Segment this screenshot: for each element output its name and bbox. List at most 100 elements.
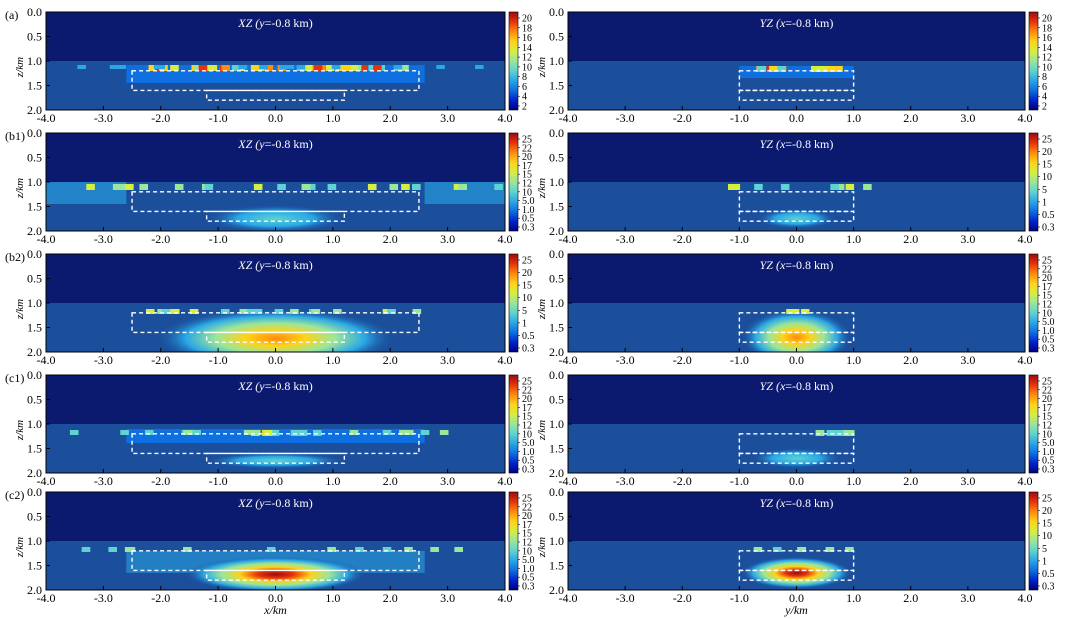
- plot-area: [568, 12, 1025, 110]
- colorbar-label: 5.0: [522, 438, 535, 449]
- panel-2: YZ (x=-0.8 km) 0.0 0.5 1.0 1.5 2.0 z/km -4.0 -3.…: [536, 5, 1052, 125]
- colorbar-label: 15: [522, 281, 532, 292]
- anomaly-blob: [205, 452, 346, 469]
- target-outline: [205, 331, 346, 343]
- anomaly-cell: [826, 430, 836, 436]
- anomaly-cell: [474, 65, 484, 69]
- z-axis-label: z/km: [14, 537, 26, 558]
- colorbar-label: 20: [1042, 14, 1052, 25]
- anomaly-blob: [185, 556, 366, 590]
- x-tick-label: -4.0: [559, 591, 578, 605]
- x-tick-label: -3.0: [616, 232, 635, 246]
- x-tick-label: 2.0: [383, 353, 398, 367]
- x-tick-label: -1.0: [730, 111, 749, 125]
- x-tick-label: -1.0: [209, 232, 228, 246]
- anomaly-cell: [327, 184, 337, 190]
- x-tick-label: 0.0: [789, 353, 804, 367]
- colorbar-label: 10: [522, 546, 532, 557]
- z-tick-label: 2.0: [549, 103, 564, 117]
- colorbar-label: 12: [522, 179, 532, 190]
- colorbar-label: 15: [522, 529, 532, 540]
- anomaly-cell: [292, 430, 302, 435]
- x-axis-label: x/km: [263, 603, 287, 617]
- x-tick-label: -2.0: [151, 474, 170, 488]
- colorbar-label: 1: [1042, 197, 1047, 208]
- x-tick-label: 4.0: [1018, 591, 1033, 605]
- plot-area: [46, 133, 505, 231]
- panel-title: YZ (x=-0.8 km): [760, 379, 834, 393]
- anomaly-cell: [769, 66, 778, 72]
- anomaly-cell: [77, 65, 86, 69]
- colorbar-label: 0.5: [1042, 456, 1055, 467]
- panel-title: XZ (y=-0.8 km): [237, 258, 312, 272]
- x-tick-label: 2.0: [383, 591, 398, 605]
- anomaly-cell: [208, 65, 218, 71]
- colorbar-label: 5.0: [1042, 438, 1055, 449]
- colorbar-label: 2: [522, 102, 527, 113]
- anomaly-cell: [845, 184, 855, 190]
- anomaly-blob: [756, 208, 837, 229]
- target-outline: [738, 452, 855, 464]
- z-tick-label: 0.0: [549, 247, 564, 261]
- colorbar-label: 25: [1042, 256, 1052, 267]
- y-axis-label: y/km: [784, 603, 808, 617]
- x-tick-label: -4.0: [37, 111, 56, 125]
- anomaly-cell: [349, 65, 358, 71]
- anomaly-cell: [827, 66, 837, 72]
- x-tick-label: -2.0: [151, 111, 170, 125]
- anomaly-cell: [333, 309, 342, 314]
- anomaly-cell: [830, 184, 839, 190]
- anomaly-cell: [453, 184, 463, 190]
- anomaly-cell: [250, 65, 260, 71]
- anomaly-cell: [797, 547, 806, 552]
- anomaly-cell: [311, 309, 321, 314]
- anomaly-cell: [349, 430, 359, 435]
- x-tick-label: -4.0: [37, 591, 56, 605]
- target-outline: [131, 191, 420, 213]
- colorbar: [1028, 11, 1039, 111]
- colorbar-label: 10: [1042, 531, 1052, 542]
- colorbar-label: 10: [522, 62, 532, 73]
- x-tick-label: 2.0: [903, 591, 918, 605]
- colorbar-label: 14: [1042, 43, 1052, 54]
- colorbar-label: 0.3: [522, 582, 535, 593]
- anomaly-cell: [192, 430, 202, 435]
- anomaly-cell: [296, 65, 306, 69]
- panel-label: (b1): [5, 129, 25, 143]
- air-layer: [568, 375, 1025, 424]
- anomaly-cell: [811, 66, 820, 72]
- x-tick-label: 2.0: [903, 232, 918, 246]
- target-outline: [131, 433, 420, 455]
- z-tick-label: 1.5: [27, 321, 42, 335]
- colorbar-label: 20: [1042, 394, 1052, 405]
- anomaly-cell: [183, 547, 192, 552]
- target-outline: [738, 569, 855, 581]
- colorbar-label: 10: [522, 429, 532, 440]
- x-tick-label: -1.0: [209, 474, 228, 488]
- anomaly-cell: [786, 309, 795, 314]
- colorbar-label: 10: [1042, 62, 1052, 73]
- panel-9: XZ (y=-0.8 km)(c2) 0.00.51.01.52.0z/km-4.…: [5, 485, 535, 605]
- x-tick-label: -1.0: [209, 591, 228, 605]
- x-tick-label: 3.0: [960, 353, 975, 367]
- x-tick-label: -1.0: [730, 474, 749, 488]
- z-tick-label: 1.0: [27, 175, 42, 189]
- z-tick-label: 1.5: [549, 442, 564, 456]
- anomaly-cell: [301, 184, 311, 190]
- anomaly-cell: [266, 547, 276, 552]
- anomaly-cell: [270, 430, 280, 436]
- target-outline: [131, 70, 420, 92]
- anomaly-cell: [834, 66, 843, 72]
- panel-label: (c1): [5, 371, 24, 385]
- air-layer: [568, 254, 1025, 303]
- x-tick-label: -1.0: [730, 353, 749, 367]
- anomaly-cell: [290, 309, 299, 314]
- colorbar-label: 5.0: [522, 196, 535, 207]
- z-tick-label: 1.0: [27, 417, 42, 431]
- anomaly-cell: [139, 184, 149, 190]
- anomaly-cell: [358, 65, 368, 71]
- colorbar-label: 17: [1042, 282, 1052, 293]
- anomaly-cell: [842, 430, 852, 436]
- x-tick-label: -1.0: [209, 111, 228, 125]
- colorbar-label: 8: [522, 72, 527, 83]
